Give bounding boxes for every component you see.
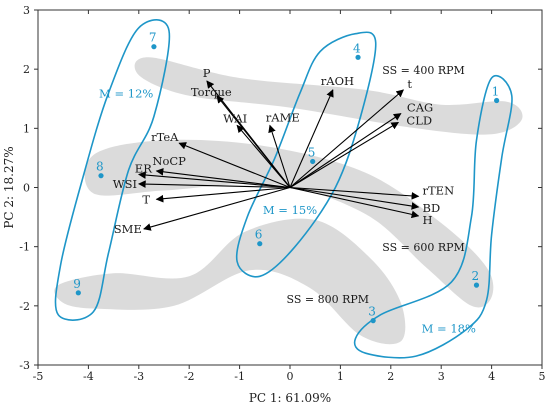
loading-label: rAME (266, 110, 300, 124)
sample-point-2 (473, 282, 480, 288)
annotations: SS = 400 RPM SS = 600 RPM SS = 800 RPM M = … (99, 64, 476, 336)
loading-arrow-rAME (268, 124, 291, 188)
moisture-region-3 (353, 74, 513, 359)
loading-arrow-rTeA (178, 142, 291, 189)
y-tick-label: 2 (23, 63, 30, 76)
loading-label: Torque (191, 85, 232, 99)
x-tick-label: -1 (234, 370, 245, 383)
sample-point-1 (494, 97, 500, 104)
loading-label: CAG (407, 101, 433, 115)
loading-arrow-T (155, 186, 291, 203)
x-tick-label: 5 (539, 370, 546, 383)
loading-label: ER (135, 162, 152, 176)
y-tick-label: -2 (19, 300, 30, 313)
x-tick-label: 2 (387, 370, 394, 383)
sample-point-label: 1 (492, 85, 500, 99)
moisture-regions (54, 19, 513, 359)
axes: -5 -4 -3 -2 -1 0 1 2 3 4 5 -3 -2 -1 0 1 2 3 (19, 4, 545, 383)
x-tick-label: 4 (488, 370, 495, 383)
loading-arrow-CLD (289, 121, 400, 188)
sample-point-label: 8 (96, 160, 104, 174)
moisture-annotation: M = 12% (99, 87, 153, 101)
sample-point-label: 9 (73, 277, 81, 291)
speed-band-3 (54, 218, 406, 345)
x-tick-label: -5 (33, 370, 44, 383)
y-tick-label: -1 (19, 241, 30, 254)
y-tick-label: 1 (23, 122, 30, 135)
sample-point-label: 3 (368, 305, 376, 319)
loading-arrow-rTEN (289, 186, 420, 200)
loading-arrow-H (289, 186, 420, 219)
x-tick-label: 1 (337, 370, 344, 383)
sample-point-7 (151, 44, 157, 50)
speed-band-2 (84, 139, 494, 308)
sample-point-label: 5 (308, 146, 316, 160)
loading-label: WAI (223, 111, 247, 125)
loading-label: SME (114, 222, 142, 236)
loading-arrow-WAI (236, 124, 291, 188)
loading-label: T (142, 192, 150, 206)
loading-arrow-BD (289, 186, 420, 210)
sample-point-4 (355, 54, 361, 60)
x-tick-label: -2 (184, 370, 195, 383)
x-tick-label: 0 (287, 370, 294, 383)
y-tick-label: -3 (19, 359, 30, 372)
loading-arrow-NoCP (155, 167, 291, 189)
x-tick-label: -4 (83, 370, 94, 383)
y-axis-title: PC 2: 18.27% (2, 146, 16, 228)
loading-label: BD (423, 201, 441, 215)
sample-point-9 (75, 290, 81, 296)
loading-label: CLD (406, 113, 432, 127)
sample-point-label: 7 (149, 31, 157, 45)
loading-arrow-Torque (216, 95, 291, 188)
speed-annotation: SS = 600 RPM (382, 241, 465, 254)
loading-arrow-CAG (289, 113, 402, 188)
loading-label: rTEN (423, 183, 455, 197)
loading-label: rAOH (321, 74, 354, 88)
speed-annotation: SS = 400 RPM (382, 64, 465, 77)
loading-label: NoCP (152, 154, 186, 168)
sample-point-label: 6 (255, 228, 263, 242)
sample-point-3 (370, 318, 376, 324)
moisture-region-1 (54, 19, 171, 321)
y-tick-label: 0 (23, 182, 30, 195)
loading-label: rTeA (151, 130, 179, 144)
loading-label: P (203, 66, 211, 80)
loading-arrow-rAOH (289, 89, 334, 188)
loading-label: WSI (113, 177, 137, 191)
loading-arrow-t (289, 89, 404, 188)
moisture-region-2 (235, 31, 377, 278)
sample-point-label: 4 (353, 41, 361, 55)
moisture-annotation: M = 15% (263, 203, 317, 217)
loading-label: H (423, 213, 433, 227)
moisture-annotation: M = 18% (422, 321, 476, 335)
sample-point-8 (98, 173, 104, 179)
loading-label: t (407, 77, 412, 91)
x-tick-label: 3 (438, 370, 445, 383)
loading-arrow-ER (138, 171, 291, 189)
x-axis-title: PC 1: 61.09% (249, 391, 331, 405)
x-tick-label: -3 (133, 370, 144, 383)
sample-point-6 (257, 241, 263, 247)
y-tick-label: 3 (23, 4, 30, 17)
loading-arrow-SME (143, 186, 291, 231)
sample-point-5 (310, 158, 316, 165)
sample-points: 1 2 3 4 5 6 7 8 9 (73, 31, 499, 324)
sample-point-label: 2 (472, 269, 480, 283)
speed-annotation: SS = 800 RPM (287, 293, 370, 306)
loading-arrow-WSI (138, 180, 291, 189)
